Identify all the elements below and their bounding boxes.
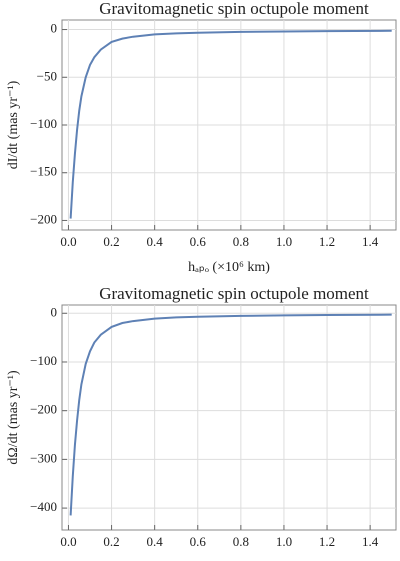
x-tick-label: 0.2 (103, 534, 119, 549)
x-tick-label: 0.4 (147, 234, 164, 249)
y-tick-label: −200 (30, 402, 57, 417)
x-tick-label: 0.0 (60, 234, 76, 249)
y-axis-label: dI/dt (mas yr⁻¹) (6, 80, 21, 169)
chart-title: Gravitomagnetic spin octupole moment (99, 0, 369, 18)
chart-title: Gravitomagnetic spin octupole moment (99, 284, 369, 303)
y-tick-label: 0 (51, 21, 58, 36)
x-tick-label: 0.6 (190, 534, 207, 549)
y-tick-label: −100 (30, 353, 57, 368)
x-tick-label: 0.8 (233, 234, 249, 249)
y-tick-label: −200 (30, 211, 57, 226)
y-tick-label: 0 (51, 304, 58, 319)
x-tick-label: 1.2 (319, 234, 335, 249)
x-axis-label: hₐₚₒ (×10⁶ km) (188, 260, 270, 275)
x-tick-label: 0.4 (147, 534, 164, 549)
x-tick-label: 0.8 (233, 534, 249, 549)
x-tick-label: 1.0 (276, 234, 292, 249)
x-tick-label: 0.6 (190, 234, 207, 249)
data-line (69, 29, 392, 219)
x-tick-label: 0.0 (60, 534, 76, 549)
x-tick-label: 0.2 (103, 234, 119, 249)
y-tick-label: −400 (30, 499, 57, 514)
y-tick-label: −50 (37, 68, 57, 83)
y-tick-label: −300 (30, 450, 57, 465)
x-tick-label: 1.4 (362, 234, 379, 249)
y-tick-label: −100 (30, 116, 57, 131)
data-line (69, 313, 392, 516)
x-tick-label: 1.2 (319, 534, 335, 549)
y-axis-label: dΩ/dt (mas yr⁻¹) (6, 370, 21, 465)
y-tick-label: −150 (30, 164, 57, 179)
plot-frame (61, 304, 397, 531)
x-tick-label: 1.0 (276, 534, 292, 549)
x-tick-label: 1.4 (362, 534, 379, 549)
